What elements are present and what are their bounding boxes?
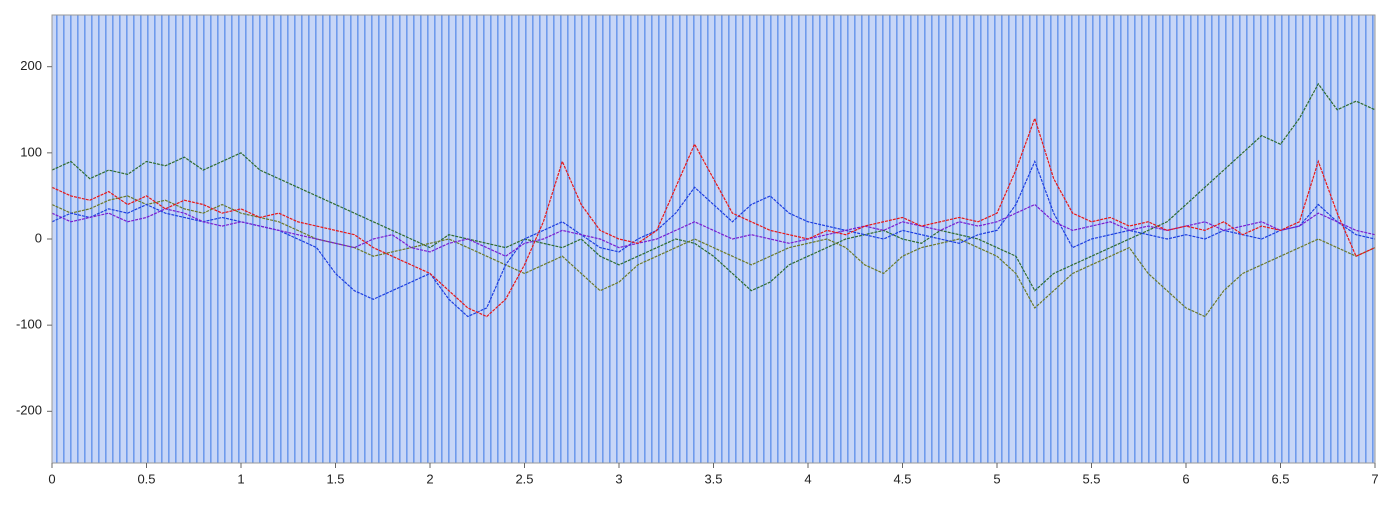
x-tick-label: 3 [615,471,622,486]
y-tick-label: 100 [20,144,42,159]
y-tick-label: -100 [16,317,42,332]
series-line [51,159,1376,318]
x-tick-label: 7 [1371,471,1378,486]
x-tick-label: 5.5 [1082,471,1100,486]
plot-background [52,15,1375,463]
x-tick-label: 1.5 [326,471,344,486]
x-tick-label: 0 [48,471,55,486]
x-tick-label: 2.5 [515,471,533,486]
series-line [51,116,1376,318]
y-tick-label: -200 [16,403,42,418]
x-tick-label: 3.5 [704,471,722,486]
x-tick-label: 4.5 [893,471,911,486]
series-line [51,82,1376,292]
x-tick-label: 6.5 [1271,471,1289,486]
y-tick-label: 0 [35,230,42,245]
y-tick-label: 200 [20,58,42,73]
x-tick-label: 2 [426,471,433,486]
x-tick-label: 5 [993,471,1000,486]
x-tick-label: 4 [804,471,811,486]
x-tick-label: 6 [1182,471,1189,486]
x-tick-label: 1 [237,471,244,486]
series-line [51,195,1376,318]
x-tick-label: 0.5 [137,471,155,486]
